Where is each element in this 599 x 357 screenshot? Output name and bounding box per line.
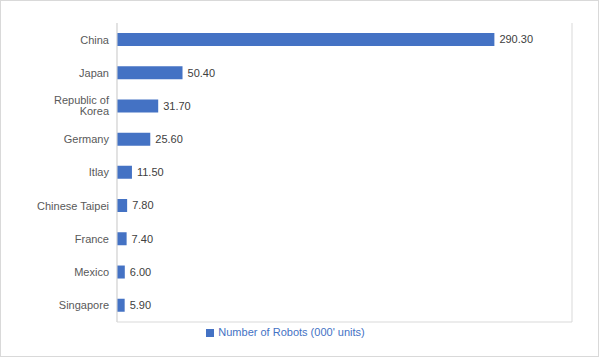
svg-text:290.30: 290.30 — [499, 33, 533, 45]
svg-text:Germany: Germany — [64, 133, 110, 145]
svg-text:25.60: 25.60 — [155, 133, 183, 145]
svg-text:Chinese Taipei: Chinese Taipei — [37, 200, 109, 212]
svg-text:50.40: 50.40 — [188, 67, 216, 79]
svg-text:31.70: 31.70 — [163, 100, 191, 112]
svg-text:Mexico: Mexico — [74, 266, 109, 278]
svg-text:Republic ofKorea: Republic ofKorea — [54, 94, 110, 117]
svg-text:7.40: 7.40 — [132, 233, 153, 245]
html-text:Number of Robots (000' units): Number of Robots (000' units) — [218, 326, 365, 338]
svg-text:Itlay: Itlay — [89, 166, 110, 178]
svg-text:7.80: 7.80 — [132, 199, 153, 211]
svg-text:6.00: 6.00 — [130, 266, 151, 278]
svg-text:Singapore: Singapore — [59, 299, 109, 311]
svg-text:France: France — [75, 233, 109, 245]
svg-text:5.90: 5.90 — [130, 299, 151, 311]
svg-text:China: China — [80, 34, 110, 46]
svg-text:Japan: Japan — [79, 67, 109, 79]
svg-text:11.50: 11.50 — [137, 166, 164, 178]
